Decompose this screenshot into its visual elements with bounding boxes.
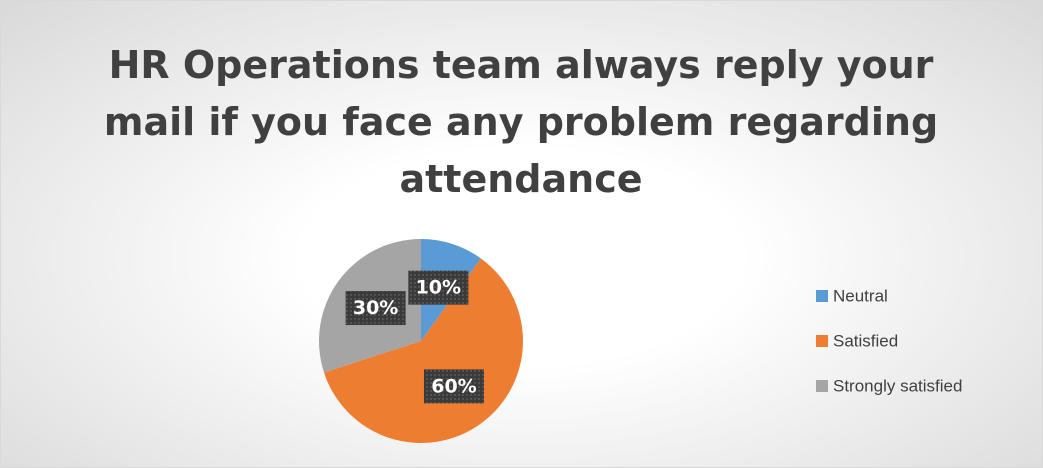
data-label-box bbox=[408, 270, 469, 305]
data-label: 30% bbox=[353, 297, 398, 319]
legend-label: Strongly satisfied bbox=[833, 377, 962, 396]
data-label: 60% bbox=[431, 375, 476, 397]
legend-label: Satisfied bbox=[833, 332, 898, 351]
data-label-box bbox=[345, 291, 406, 326]
chart-title: HR Operations team always reply your mai… bbox=[103, 43, 939, 201]
legend-swatch bbox=[816, 290, 828, 302]
data-label: 10% bbox=[416, 277, 461, 299]
legend-label: Neutral bbox=[833, 287, 888, 306]
legend-swatch bbox=[816, 380, 828, 392]
legend-swatch bbox=[816, 335, 828, 347]
data-label-box bbox=[423, 369, 484, 404]
